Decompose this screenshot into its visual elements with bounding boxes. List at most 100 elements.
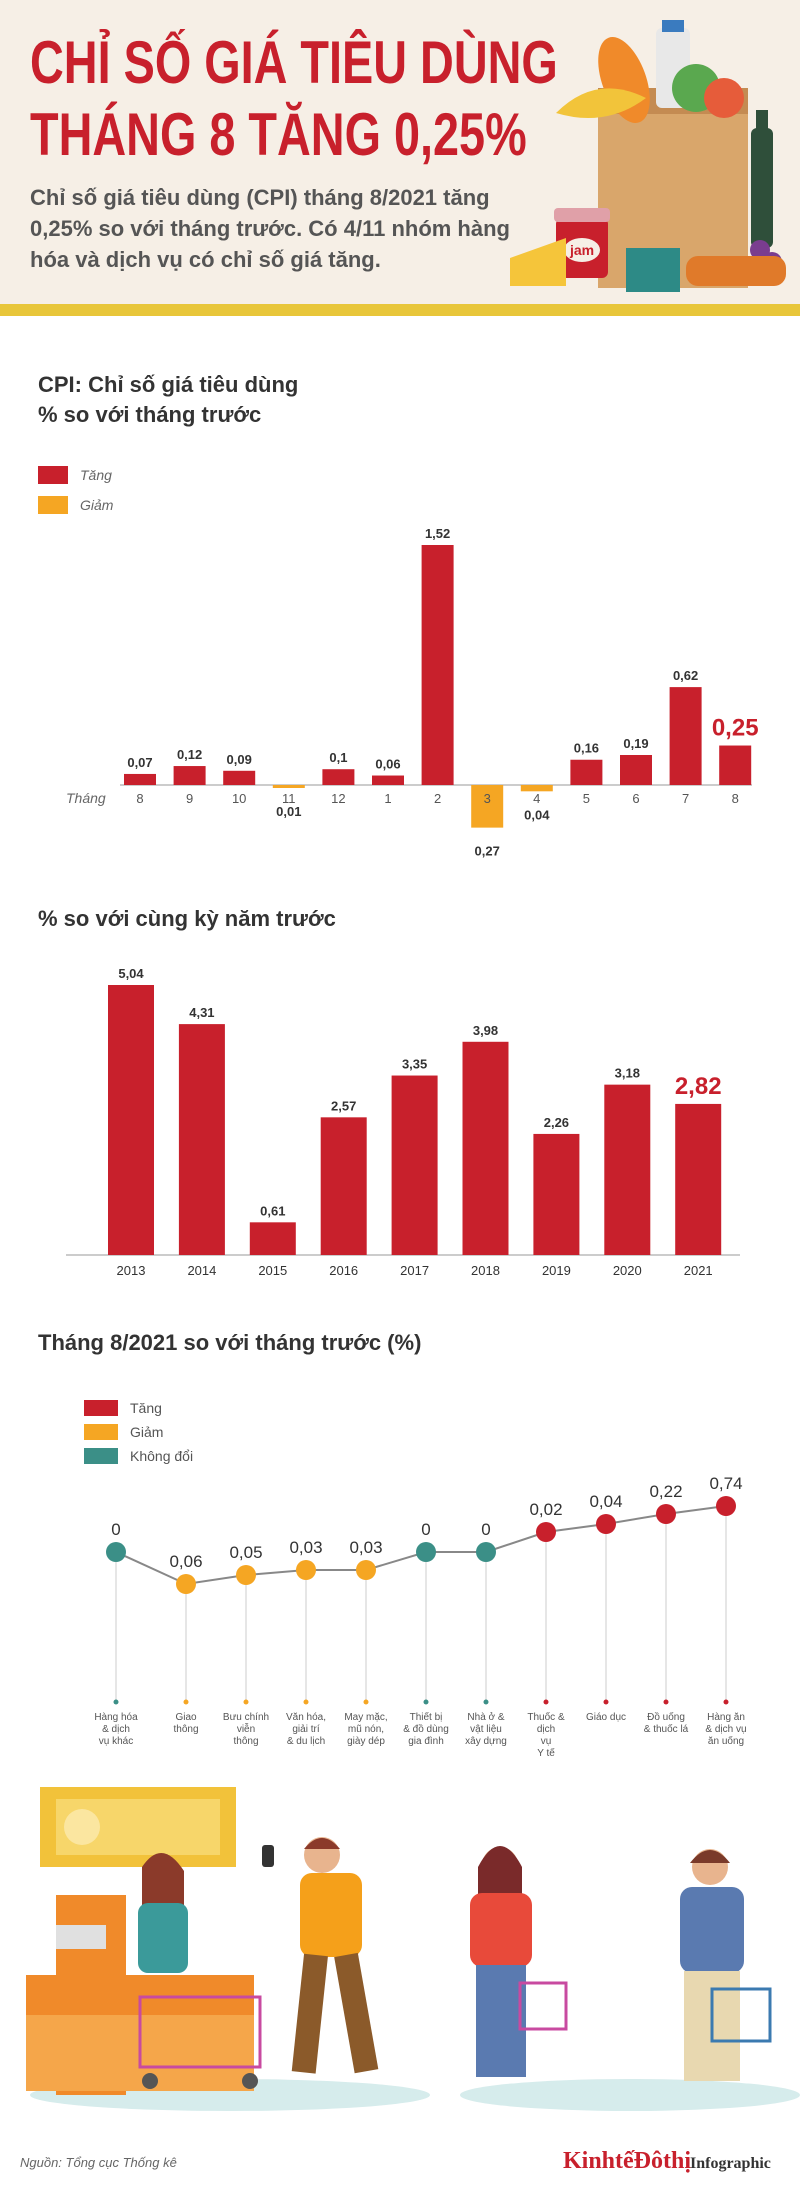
data-label: 0,06 [375, 757, 400, 772]
brand-suffix: Infographic [690, 2155, 771, 2172]
base-dot [543, 1699, 549, 1705]
data-label: 0 [421, 1520, 430, 1539]
data-label: 0,16 [574, 741, 599, 756]
category-label: Hàng hóa [94, 1712, 138, 1723]
category-label: Thiết bị [410, 1711, 443, 1723]
base-dot [423, 1699, 429, 1705]
bar [462, 1041, 509, 1255]
data-label: 0,04 [524, 807, 550, 822]
data-point [236, 1565, 256, 1585]
bar [272, 785, 305, 788]
bar [320, 1117, 367, 1255]
brand-logo: KinhtếĐôthị [563, 2148, 692, 2174]
category-label: Đồ uống [647, 1711, 685, 1723]
data-label: 0,25 [712, 715, 759, 742]
data-point [416, 1542, 436, 1562]
tick-label: 2021 [684, 1263, 713, 1278]
data-label: 0,06 [169, 1552, 202, 1571]
tick-label: 2013 [117, 1263, 146, 1278]
category-label: giải trí [292, 1724, 319, 1735]
data-label: 0,03 [349, 1538, 382, 1557]
tick-label: 10 [232, 791, 246, 806]
data-label: 2,57 [331, 1098, 356, 1113]
page-title-line-2: THÁNG 8 TĂNG 0,25% [30, 101, 527, 168]
legend-swatch [84, 1400, 118, 1416]
legend-label: Không đổi [130, 1448, 193, 1464]
base-dot [183, 1699, 189, 1705]
legend-label: Giảm [80, 497, 114, 513]
x-axis-label: Tháng [66, 790, 106, 806]
data-label: 0,01 [276, 804, 301, 819]
cpi-chart-subtitle: % so với tháng trước [38, 402, 262, 427]
legend-swatch [38, 496, 68, 514]
base-dot [303, 1699, 309, 1705]
tick-label: 9 [186, 791, 193, 806]
category-label: thông [173, 1724, 198, 1735]
category-label: & đồ dùng [403, 1723, 449, 1735]
category-label: vụ khác [99, 1736, 133, 1747]
tick-label: 6 [632, 791, 639, 806]
legend-label: Tăng [130, 1400, 162, 1416]
data-point [716, 1496, 736, 1516]
data-label: 4,31 [189, 1005, 214, 1020]
header-divider [0, 304, 800, 316]
page-subtitle: Chỉ số giá tiêu dùng (CPI) tháng 8/2021 … [30, 185, 510, 272]
tick-label: 4 [533, 791, 540, 806]
category-label: ăn uống [708, 1735, 744, 1747]
category-label: Văn hóa, [286, 1712, 326, 1723]
data-label: 0,02 [529, 1500, 562, 1519]
tick-label: 3 [484, 791, 491, 806]
bar [108, 985, 154, 1255]
tick-label: 2 [434, 791, 441, 806]
bar [520, 785, 553, 792]
category-label: Bưu chính [223, 1712, 269, 1723]
data-label: 0 [111, 1520, 120, 1539]
tick-label: 2017 [400, 1263, 429, 1278]
category-label: gia đình [408, 1736, 444, 1747]
category-label: Y tế [537, 1747, 555, 1759]
bar [372, 775, 404, 785]
data-label: 0,1 [329, 750, 347, 765]
legend-label: Tăng [80, 467, 112, 483]
category-label: xây dựng [465, 1736, 507, 1747]
bar [533, 1133, 580, 1255]
data-label: 2,82 [675, 1073, 722, 1100]
bar [223, 770, 256, 785]
bar [675, 1103, 722, 1255]
category-label: Hàng ăn [707, 1712, 745, 1723]
base-dot [663, 1699, 669, 1705]
data-point [296, 1560, 316, 1580]
yearly-cpi-bar-chart: 5,04 2013 4,31 2014 0,61 2015 2,57 2016 3,35 2017… [66, 966, 740, 1278]
group-chart-title: Tháng 8/2021 so với tháng trước (%) [38, 1330, 422, 1355]
data-label: 0,62 [673, 668, 698, 683]
data-point [356, 1560, 376, 1580]
bar [249, 1222, 296, 1255]
category-label: vụ [541, 1736, 552, 1747]
data-label: 0,22 [649, 1482, 682, 1501]
data-label: 0,61 [260, 1203, 285, 1218]
base-dot [243, 1699, 249, 1705]
data-label: 0,05 [229, 1543, 262, 1562]
tick-label: 5 [583, 791, 590, 806]
category-label: thông [233, 1736, 258, 1747]
tick-label: 2018 [471, 1263, 500, 1278]
data-point [596, 1514, 616, 1534]
tick-label: 11 [282, 791, 296, 806]
tick-label: 1 [384, 791, 391, 806]
bar [620, 755, 652, 785]
page-title-line-1: CHỈ SỐ GIÁ TIÊU DÙNG [30, 29, 558, 96]
monthly-cpi-bar-chart: TăngGiảmTháng0,0780,1290,09100,01110,112… [38, 466, 759, 859]
category-label: & dịch vụ [705, 1724, 746, 1735]
data-label: 3,98 [473, 1023, 498, 1038]
data-label: 0 [481, 1520, 490, 1539]
category-label: vật liệu [470, 1724, 502, 1735]
category-label: dịch [537, 1724, 555, 1735]
data-label: 0,74 [709, 1474, 742, 1493]
tick-label: 2015 [258, 1263, 287, 1278]
bar [719, 745, 752, 785]
data-label: 3,18 [615, 1066, 640, 1081]
data-label: 0,07 [127, 755, 152, 770]
data-label: 0,19 [623, 736, 648, 751]
category-label: Thuốc & [527, 1711, 565, 1723]
